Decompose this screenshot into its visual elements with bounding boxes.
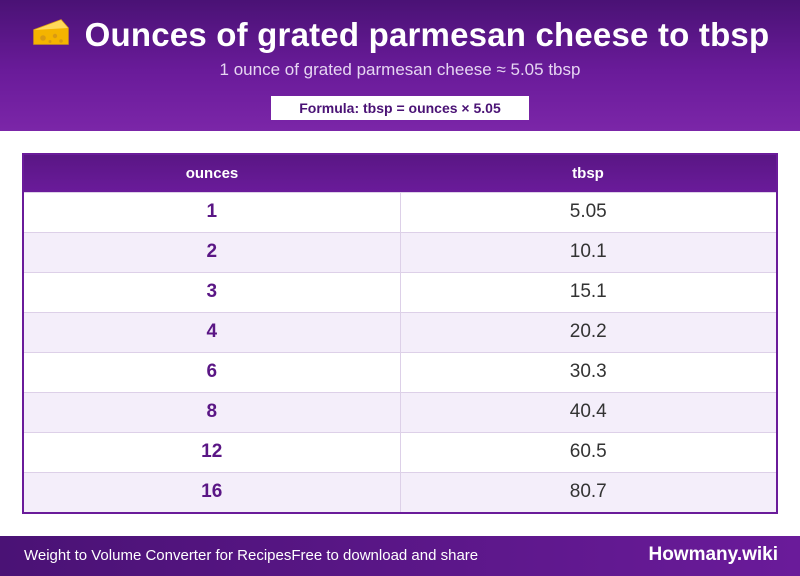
title-row: Ounces of grated parmesan cheese to tbsp — [0, 14, 800, 55]
table-row: 2 10.1 — [24, 231, 776, 272]
tbsp-cell: 20.2 — [400, 311, 776, 352]
tbsp-cell: 15.1 — [400, 271, 776, 312]
tbsp-cell: 80.7 — [400, 471, 776, 512]
tbsp-cell: 10.1 — [400, 231, 776, 272]
tbsp-cell: 40.4 — [400, 391, 776, 432]
page-subtitle: 1 ounce of grated parmesan cheese ≈ 5.05… — [219, 60, 581, 79]
table-row: 6 30.3 — [24, 351, 776, 392]
ounces-cell: 6 — [24, 351, 401, 392]
page-title: Ounces of grated parmesan cheese to tbsp — [84, 15, 770, 53]
formula-badge: Formula: tbsp = ounces × 5.05 — [271, 96, 529, 120]
footer-tagline: Weight to Volume Converter for RecipesFr… — [24, 547, 479, 564]
ounces-cell: 4 — [24, 311, 401, 352]
cheese-icon — [31, 14, 71, 55]
table-row: 4 20.2 — [24, 311, 776, 352]
table-row: 16 80.7 — [24, 471, 776, 512]
tbsp-cell: 30.3 — [400, 351, 776, 392]
table-row: 12 60.5 — [24, 431, 776, 472]
table-row: 1 5.05 — [24, 191, 776, 232]
table-row: 3 15.1 — [24, 271, 776, 312]
table-row: 8 40.4 — [24, 391, 776, 432]
header: Ounces of grated parmesan cheese to tbsp… — [0, 0, 800, 131]
ounces-cell: 12 — [24, 431, 401, 472]
ounces-cell: 3 — [24, 271, 401, 312]
conversion-table: ounces tbsp 1 5.05 2 10.1 3 15.1 4 20.2 — [22, 153, 778, 514]
column-header-tbsp: tbsp — [400, 155, 776, 192]
tbsp-cell: 5.05 — [400, 191, 776, 232]
table-header-row: ounces tbsp — [24, 155, 776, 192]
footer: Weight to Volume Converter for RecipesFr… — [0, 536, 800, 576]
ounces-cell: 8 — [24, 391, 401, 432]
ounces-cell: 16 — [24, 471, 401, 512]
ounces-cell: 1 — [24, 191, 401, 232]
tbsp-cell: 60.5 — [400, 431, 776, 472]
column-header-ounces: ounces — [24, 155, 400, 192]
ounces-cell: 2 — [24, 231, 401, 272]
brand-link[interactable]: Howmany.wiki — [648, 544, 778, 565]
